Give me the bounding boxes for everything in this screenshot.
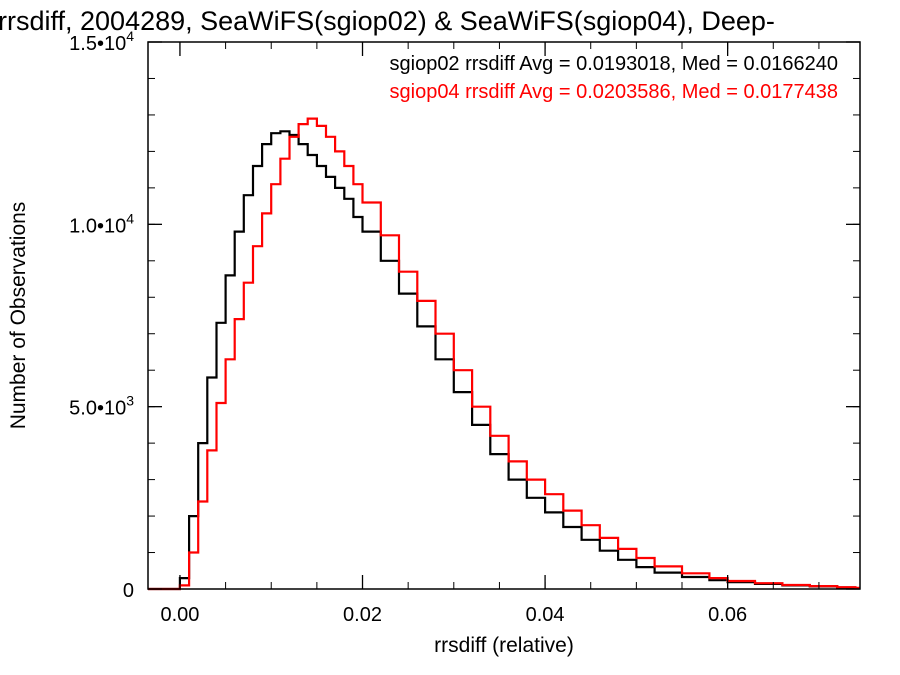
legend: sgiop02 rrsdiff Avg = 0.0193018, Med = 0… <box>390 53 839 103</box>
y-tick-label: 5.0•103 <box>69 393 134 420</box>
y-tick-label: 1.0•104 <box>69 210 134 237</box>
x-tick-label: 0.04 <box>526 604 565 626</box>
legend-entry-2: sgiop04 rrsdiff Avg = 0.0203586, Med = 0… <box>390 81 839 103</box>
y-tick-label: 1.5•104 <box>69 28 134 55</box>
tick-layer: 0.00 0.02 0.04 0.06 0 5.0•103 1.0•104 1.5•104 <box>69 28 860 626</box>
y-tick-label: 0 <box>123 580 134 602</box>
legend-entry-1: sgiop02 rrsdiff Avg = 0.0193018, Med = 0… <box>390 53 839 75</box>
x-tick-label: 0.00 <box>160 604 199 626</box>
plot-frame <box>147 41 861 590</box>
chart-title: rrsdiff, 2004289, SeaWiFS(sgiop02) & Sea… <box>0 6 775 36</box>
x-axis-label: rrsdiff (relative) <box>434 634 574 657</box>
series-2-line <box>148 117 860 591</box>
series-1-line <box>148 130 860 591</box>
x-tick-label: 0.06 <box>708 604 747 626</box>
series-layer <box>148 117 860 591</box>
x-tick-label: 0.02 <box>343 604 382 626</box>
y-axis-label: Number of Observations <box>7 202 30 430</box>
